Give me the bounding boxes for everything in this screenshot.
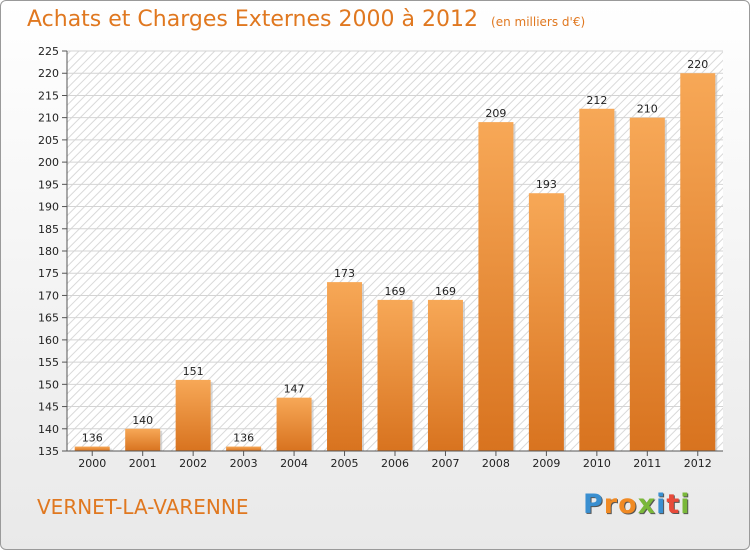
bar bbox=[276, 397, 312, 451]
bars: 136 140 151 136 147 173 169 169 209 193 212 210 220 bbox=[74, 58, 718, 452]
bar bbox=[427, 299, 463, 451]
bar bbox=[478, 122, 514, 451]
x-tick-label: 2005 bbox=[331, 457, 359, 470]
y-tick-label: 220 bbox=[38, 67, 59, 80]
x-tick-label: 2010 bbox=[583, 457, 611, 470]
chart-title-block: Achats et Charges Externes 2000 à 2012 (… bbox=[27, 7, 585, 32]
y-tick-label: 135 bbox=[38, 445, 59, 458]
y-tick-label: 215 bbox=[38, 89, 59, 102]
y-tick-label: 180 bbox=[38, 245, 59, 258]
logo-letter: P bbox=[583, 489, 604, 520]
data-label: 147 bbox=[284, 383, 305, 396]
bar bbox=[327, 282, 363, 451]
y-tick-label: 155 bbox=[38, 356, 59, 369]
y-tick-label: 170 bbox=[38, 289, 59, 302]
y-tick-label: 205 bbox=[38, 134, 59, 147]
y-tick-label: 165 bbox=[38, 312, 59, 325]
bar bbox=[125, 428, 161, 451]
bar bbox=[377, 299, 413, 451]
logo-letter: r bbox=[603, 489, 619, 520]
y-tick-label: 185 bbox=[38, 223, 59, 236]
data-label: 209 bbox=[485, 107, 506, 120]
x-tick-label: 2001 bbox=[129, 457, 157, 470]
chart-unit: (en milliers d'€) bbox=[491, 15, 586, 29]
bar bbox=[579, 108, 615, 452]
bar bbox=[629, 117, 665, 452]
bar bbox=[74, 446, 110, 451]
y-tick-label: 195 bbox=[38, 178, 59, 191]
commune-name: VERNET-LA-VARENNE bbox=[37, 495, 249, 519]
bar bbox=[226, 446, 262, 451]
logo-letter: i bbox=[656, 489, 667, 520]
bar bbox=[175, 379, 211, 451]
bar bbox=[680, 73, 716, 451]
x-tick-label: 2002 bbox=[179, 457, 207, 470]
data-label: 136 bbox=[233, 432, 254, 445]
data-label: 136 bbox=[82, 432, 103, 445]
proxiti-logo: Proxiti bbox=[583, 489, 691, 520]
x-axis: 2000 2001 2002 2003 2004 2005 2006 2007 2008 2009… bbox=[67, 450, 723, 470]
logo-letter: x bbox=[637, 489, 657, 520]
x-tick-label: 2000 bbox=[78, 457, 106, 470]
y-tick-label: 160 bbox=[38, 334, 59, 347]
data-label: 212 bbox=[586, 94, 607, 107]
data-label: 169 bbox=[385, 285, 406, 298]
x-tick-label: 2012 bbox=[684, 457, 712, 470]
x-tick-label: 2009 bbox=[532, 457, 560, 470]
data-label: 220 bbox=[687, 58, 708, 71]
x-tick-label: 2004 bbox=[280, 457, 308, 470]
logo-letter: o bbox=[618, 489, 638, 520]
y-tick-label: 200 bbox=[38, 156, 59, 169]
data-label: 151 bbox=[183, 365, 204, 378]
y-tick-label: 140 bbox=[38, 423, 59, 436]
data-label: 169 bbox=[435, 285, 456, 298]
y-axis: 135 140 145 150 155 160 165 170 175 180 185 190 195 2… bbox=[38, 45, 68, 458]
x-tick-label: 2006 bbox=[381, 457, 409, 470]
y-tick-label: 145 bbox=[38, 401, 59, 414]
y-tick-label: 175 bbox=[38, 267, 59, 280]
logo-letter: i bbox=[680, 489, 691, 520]
data-label: 193 bbox=[536, 178, 557, 191]
data-label: 173 bbox=[334, 267, 355, 280]
data-label: 210 bbox=[637, 103, 658, 116]
logo-letter: t bbox=[666, 489, 681, 520]
y-tick-label: 210 bbox=[38, 112, 59, 125]
data-label: 140 bbox=[132, 414, 153, 427]
bar bbox=[528, 193, 564, 451]
y-tick-label: 150 bbox=[38, 378, 59, 391]
x-tick-label: 2008 bbox=[482, 457, 510, 470]
x-tick-label: 2007 bbox=[431, 457, 459, 470]
x-tick-label: 2003 bbox=[230, 457, 258, 470]
y-tick-label: 190 bbox=[38, 201, 59, 214]
chart-title: Achats et Charges Externes 2000 à 2012 bbox=[27, 7, 478, 32]
x-tick-label: 2011 bbox=[633, 457, 661, 470]
y-tick-label: 225 bbox=[38, 45, 59, 58]
